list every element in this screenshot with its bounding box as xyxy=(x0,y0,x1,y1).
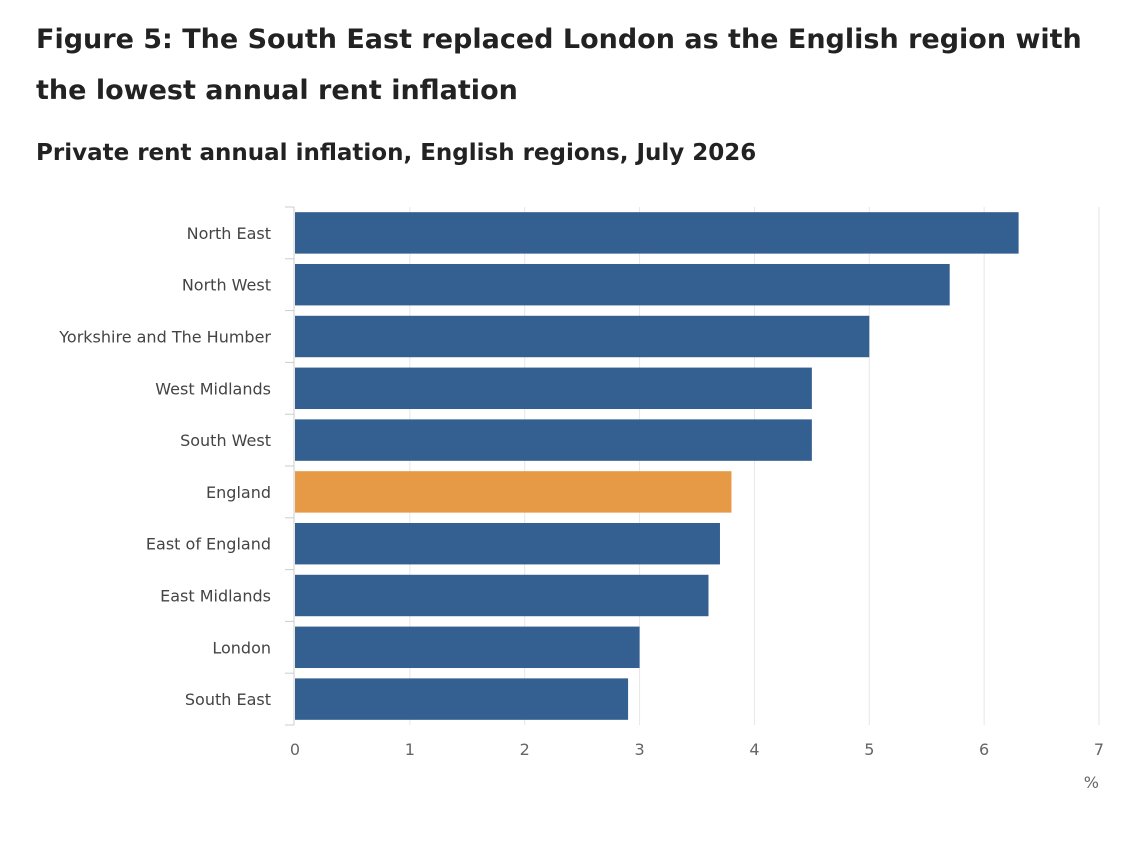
category-label: Yorkshire and The Humber xyxy=(58,328,271,347)
category-labels: North East North West Yorkshire and The Hu… xyxy=(58,224,271,709)
x-tick-label: 6 xyxy=(979,740,989,759)
x-tick-labels: 0 1 2 3 4 5 6 7 xyxy=(290,740,1104,759)
bar-england[interactable] xyxy=(295,471,732,513)
x-axis-title: % xyxy=(1084,773,1099,792)
chart-title: Figure 5: The South East replaced London… xyxy=(36,24,1082,106)
bar-london[interactable] xyxy=(295,626,640,669)
x-tick-label: 7 xyxy=(1094,740,1104,759)
bar-south-east[interactable] xyxy=(295,678,629,720)
category-label: West Midlands xyxy=(155,379,271,398)
x-tick-label: 4 xyxy=(749,740,759,759)
category-label: East Midlands xyxy=(160,587,271,606)
x-tick-label: 2 xyxy=(520,740,530,759)
x-tick-label: 3 xyxy=(634,740,644,759)
bar-east-of-england[interactable] xyxy=(295,522,720,565)
bars xyxy=(295,212,1019,720)
category-label: East of England xyxy=(146,535,271,554)
chart-subtitle: Private rent annual inflation, English r… xyxy=(36,140,757,166)
bar-west-midlands[interactable] xyxy=(295,367,812,410)
category-label: England xyxy=(206,483,271,502)
bar-north-west[interactable] xyxy=(295,263,950,306)
x-tick-label: 0 xyxy=(290,740,300,759)
axes xyxy=(285,206,295,726)
category-label: South East xyxy=(185,690,271,709)
x-tick-label: 5 xyxy=(864,740,874,759)
category-label: North East xyxy=(187,224,271,243)
category-label: London xyxy=(212,638,271,657)
bar-east-midlands[interactable] xyxy=(295,574,709,617)
category-label: South West xyxy=(180,431,271,450)
bar-south-west[interactable] xyxy=(295,419,812,461)
x-tick-label: 1 xyxy=(405,740,415,759)
bar-north-east[interactable] xyxy=(295,212,1019,254)
category-label: North West xyxy=(182,276,271,295)
bar-yorkshire-and-the-humber[interactable] xyxy=(295,315,870,358)
